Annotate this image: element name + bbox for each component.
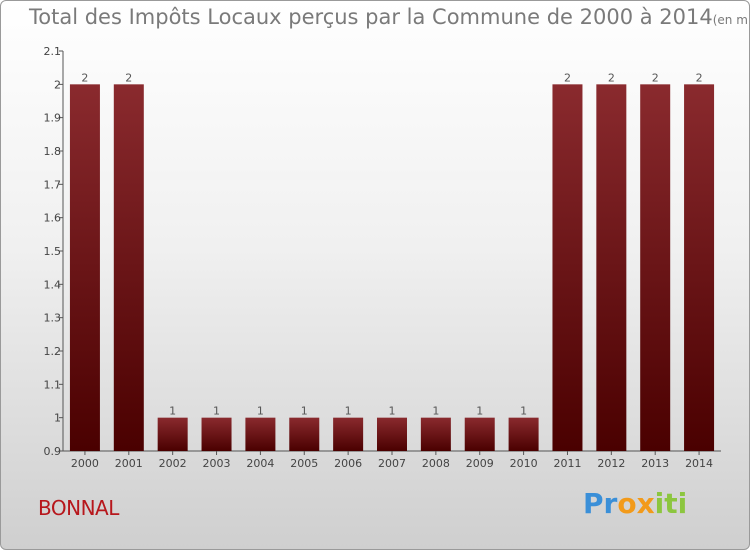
bar: [552, 84, 583, 451]
bar: [113, 84, 144, 451]
bar: [464, 417, 495, 451]
data-label: 1: [520, 405, 527, 418]
data-label: 1: [213, 405, 220, 418]
y-tick-label: 1.5: [44, 245, 62, 258]
y-tick-label: 1.3: [44, 312, 62, 325]
bar: [245, 417, 276, 451]
data-label: 1: [476, 405, 483, 418]
y-tick-label: 1.4: [44, 278, 62, 291]
chart-unit-label: (en milliers d'€): [712, 13, 750, 27]
bar: [684, 84, 715, 451]
data-label: 2: [564, 71, 571, 84]
y-tick-label: 1: [54, 412, 61, 425]
y-tick-label: 1.6: [44, 212, 62, 225]
bar: [333, 417, 364, 451]
x-tick-label: 2003: [203, 457, 231, 470]
logo-letter: i: [677, 487, 688, 520]
bar: [420, 417, 451, 451]
data-label: 1: [389, 405, 396, 418]
x-tick-label: 2014: [685, 457, 713, 470]
data-label: 1: [345, 405, 352, 418]
logo-letter: i: [654, 487, 665, 520]
data-label: 1: [257, 405, 264, 418]
y-tick-label: 1.1: [44, 378, 62, 391]
y-tick-label: 2.1: [44, 45, 62, 58]
x-tick-label: 2013: [641, 457, 669, 470]
data-label: 1: [169, 405, 176, 418]
logo-letter: r: [603, 487, 618, 520]
data-label: 2: [125, 71, 132, 84]
logo-letter: x: [636, 487, 655, 520]
y-tick-label: 0.9: [44, 445, 62, 458]
y-tick-label: 1.8: [44, 145, 62, 158]
logo-letter: o: [617, 487, 637, 520]
chart-title-text: Total des Impôts Locaux perçus par la Co…: [29, 5, 713, 29]
chart-title: Total des Impôts Locaux perçus par la Co…: [29, 5, 750, 29]
proxiti-logo: Proxiti: [583, 487, 687, 520]
x-tick-label: 2002: [159, 457, 187, 470]
bar: [640, 84, 671, 451]
bar: [377, 417, 407, 451]
bar: [69, 84, 100, 451]
data-label: 1: [301, 405, 308, 418]
x-tick-label: 2009: [466, 457, 494, 470]
data-label: 2: [81, 71, 88, 84]
x-tick-label: 2001: [115, 457, 143, 470]
y-tick-label: 1.7: [44, 178, 62, 191]
x-tick-label: 2005: [290, 457, 318, 470]
y-tick-label: 1.9: [44, 112, 62, 125]
bar: [157, 417, 188, 451]
x-tick-label: 2000: [71, 457, 99, 470]
data-label: 2: [608, 71, 615, 84]
data-label: 2: [652, 71, 659, 84]
data-label: 2: [696, 71, 703, 84]
commune-name: BONNAL: [38, 496, 119, 520]
x-tick-label: 2007: [378, 457, 406, 470]
bar: [596, 84, 627, 451]
bar: [289, 417, 320, 451]
y-tick-label: 1.2: [44, 345, 62, 358]
x-tick-label: 2004: [246, 457, 274, 470]
x-tick-label: 2010: [510, 457, 538, 470]
x-tick-label: 2012: [597, 457, 625, 470]
x-tick-label: 2006: [334, 457, 362, 470]
x-tick-label: 2011: [553, 457, 581, 470]
x-tick-label: 2008: [422, 457, 450, 470]
logo-letter: P: [583, 487, 604, 520]
bar: [201, 417, 232, 451]
y-tick-label: 2: [54, 78, 61, 91]
logo-letter: t: [664, 487, 678, 520]
data-label: 1: [432, 405, 439, 418]
bar: [508, 417, 539, 451]
